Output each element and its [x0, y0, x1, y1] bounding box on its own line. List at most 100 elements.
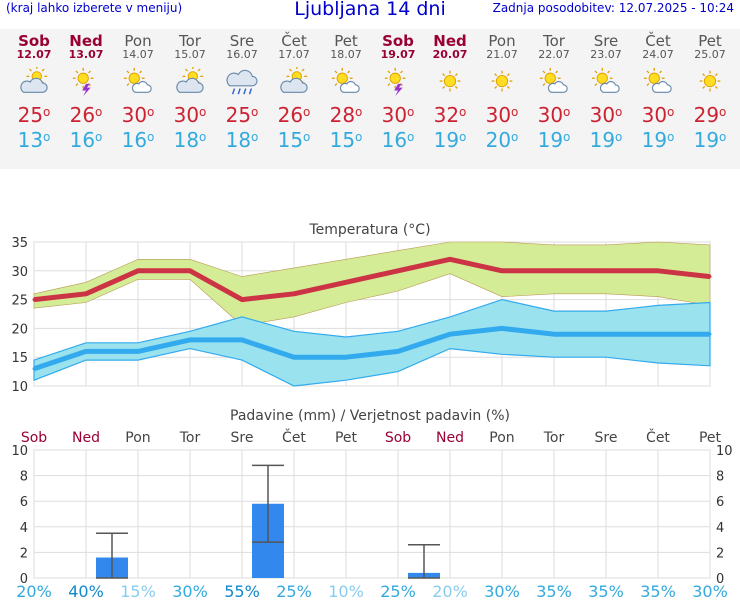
max-temp: 26o — [69, 103, 103, 127]
day-name: Sob — [18, 32, 50, 50]
precipitation-y-tick-right: 4 — [716, 521, 724, 536]
min-temp: 15o — [329, 128, 363, 152]
precipitation-y-tick-left: 0 — [20, 572, 28, 587]
sun-cloud-icon — [591, 67, 620, 93]
rain-icon — [226, 69, 258, 95]
max-temp: 30o — [121, 103, 155, 127]
precipitation-day-label: Tor — [543, 430, 565, 446]
precipitation-probability: 35% — [588, 582, 624, 600]
precipitation-chart-title: Padavine (mm) / Verjetnost padavin (%) — [230, 408, 510, 424]
day-column: Sre 16.07 25o 18o — [216, 29, 268, 169]
precipitation-probability: 30% — [172, 582, 208, 600]
day-date: 13.07 — [68, 48, 104, 61]
temperature-point — [552, 332, 556, 336]
max-temp: 30o — [485, 103, 519, 127]
temperature-y-tick: 15 — [11, 351, 28, 366]
temperature-point — [396, 269, 400, 273]
precipitation-y-tick-left: 4 — [20, 521, 28, 536]
day-name: Tor — [179, 32, 201, 50]
min-temp: 20o — [485, 128, 519, 152]
temperature-point — [292, 355, 296, 359]
day-date: 22.07 — [538, 48, 570, 61]
min-temp: 19o — [693, 128, 727, 152]
sun-cloud-icon — [539, 67, 568, 93]
day-column: Ned 20.07 32o 19o — [424, 29, 476, 169]
day-name: Pet — [698, 32, 722, 50]
max-temp: 26o — [277, 103, 311, 127]
temperature-y-tick: 30 — [11, 265, 28, 280]
precipitation-probability: 30% — [484, 582, 520, 600]
precipitation-probability: 25% — [380, 582, 416, 600]
precipitation-probability: 35% — [536, 582, 572, 600]
min-temp: 19o — [589, 128, 623, 152]
day-column: Sob 19.07 30o 16o — [372, 29, 424, 169]
day-name: Sre — [593, 32, 619, 50]
precipitation-y-tick-left: 10 — [11, 444, 28, 459]
precipitation-day-label: Čet — [646, 428, 670, 446]
day-date: 19.07 — [380, 48, 416, 61]
max-temp: 30o — [537, 103, 571, 127]
precipitation-probability: 25% — [276, 582, 312, 600]
max-temp: 25o — [17, 103, 51, 127]
temperature-y-tick: 20 — [11, 322, 28, 337]
day-column: Tor 22.07 30o 19o — [528, 29, 580, 169]
day-date: 16.07 — [226, 48, 258, 61]
day-name: Sob — [382, 32, 414, 50]
day-name: Ned — [69, 32, 103, 50]
precipitation-day-label: Ned — [436, 430, 464, 446]
day-date: 18.07 — [330, 48, 362, 61]
temperature-point — [604, 269, 608, 273]
precipitation-probability: 20% — [16, 582, 52, 600]
day-date: 17.07 — [278, 48, 310, 61]
temperature-point — [136, 349, 140, 353]
day-column: Tor 15.07 30o 18o — [164, 29, 216, 169]
temperature-point — [344, 355, 348, 359]
day-column: Ned 13.07 26o 16o — [60, 29, 112, 169]
min-temp: 13o — [17, 128, 51, 152]
temperature-point — [708, 275, 712, 279]
day-name: Ned — [433, 32, 467, 50]
sun-icon — [439, 70, 461, 92]
forecast-panel: Sob 12.07 25o 13o Ned 13.07 26o 16o Pon 14.07 30o 1… — [0, 29, 740, 169]
max-temp: 30o — [173, 103, 207, 127]
temperature-y-tick: 25 — [11, 294, 28, 309]
temperature-point — [136, 269, 140, 273]
min-temp: 16o — [121, 128, 155, 152]
precipitation-probability: 55% — [224, 582, 260, 600]
precipitation-day-label: Pet — [699, 430, 722, 446]
temperature-series-line — [33, 325, 710, 372]
day-date: 12.07 — [16, 48, 52, 61]
day-name: Čet — [645, 32, 671, 50]
last-updated: Zadnja posodobitev: 12.07.2025 - 10:24 — [492, 1, 734, 15]
precipitation-probability: 40% — [68, 582, 104, 600]
precipitation-day-label: Sre — [231, 430, 254, 446]
max-temp: 30o — [641, 103, 675, 127]
sun-icon — [491, 70, 513, 92]
precipitation-day-label: Ned — [72, 430, 100, 446]
precipitation-probability: 15% — [120, 582, 156, 600]
temperature-point — [188, 269, 192, 273]
temperature-point — [84, 349, 88, 353]
temperature-point — [552, 269, 556, 273]
location-hint: (kraj lahko izberete v meniju) — [6, 1, 183, 15]
max-temp: 32o — [433, 103, 467, 127]
day-column: Pon 21.07 30o 20o — [476, 29, 528, 169]
precipitation-plot-area — [33, 449, 711, 579]
sun-cloud-icon — [331, 67, 360, 93]
partly-cloudy-icon — [176, 67, 204, 93]
temperature-point — [448, 257, 452, 261]
precipitation-probability: 10% — [328, 582, 364, 600]
day-name: Pon — [124, 32, 152, 50]
temperature-range-band — [33, 298, 711, 387]
precipitation-y-tick-right: 10 — [716, 444, 733, 459]
day-date: 20.07 — [432, 48, 468, 61]
day-name: Pet — [334, 32, 358, 50]
max-temp: 30o — [381, 103, 415, 127]
precipitation-y-tick-left: 8 — [20, 470, 28, 485]
min-temp: 19o — [641, 128, 675, 152]
max-temp: 30o — [589, 103, 623, 127]
temperature-point — [240, 298, 244, 302]
precipitation-day-label: Sre — [595, 430, 618, 446]
day-date: 14.07 — [122, 48, 154, 61]
